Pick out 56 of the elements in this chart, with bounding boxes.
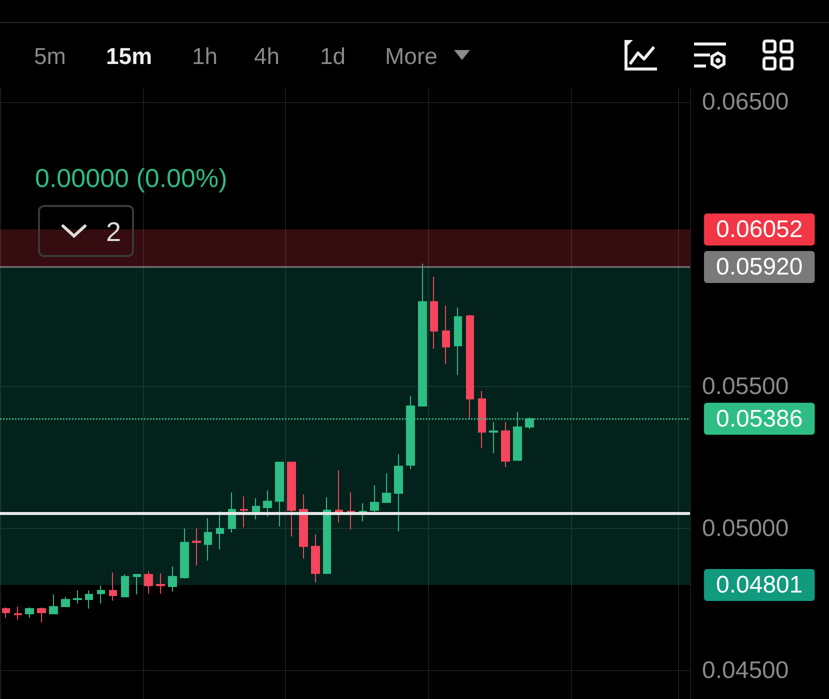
- y-tick-label: 0.04500: [702, 657, 789, 684]
- text: 1h: [192, 43, 218, 70]
- candlestick: [263, 490, 272, 517]
- annotation: 2: [106, 217, 122, 248]
- candlestick: [382, 472, 391, 503]
- candlestick: [501, 422, 510, 468]
- candlestick: [156, 572, 165, 594]
- candlestick: [61, 596, 70, 608]
- candlestick: [168, 566, 177, 592]
- candlestick: [370, 484, 379, 513]
- candlestick: [49, 594, 58, 614]
- candlestick: [347, 492, 355, 530]
- text: 0.00000 (0.00%): [35, 163, 228, 193]
- text: More: [385, 43, 438, 70]
- candlestick: [466, 314, 474, 420]
- ref-line-label: 0.05386: [716, 405, 803, 432]
- text: 5m: [34, 43, 66, 70]
- candlestick: [204, 518, 212, 562]
- candlestick: [25, 606, 34, 618]
- candlestick: [144, 570, 153, 594]
- candlestick: [180, 528, 189, 580]
- candlestick: [133, 574, 141, 595]
- candlestick: [394, 454, 403, 532]
- candlestick: [323, 496, 331, 574]
- band-label: 0.06052: [716, 216, 803, 244]
- y-tick-label: 0.05500: [702, 372, 789, 400]
- candlestick: [14, 606, 22, 620]
- candlestick: [240, 496, 248, 528]
- candlestick: [418, 263, 427, 407]
- y-tick-label: 0.06500: [702, 88, 789, 116]
- text: 15m: [106, 43, 152, 70]
- candlestick: [454, 307, 462, 376]
- candlestick: [430, 276, 438, 350]
- candlestick: [97, 585, 105, 604]
- candlestick: [216, 510, 224, 550]
- band-label: 0.04801: [716, 572, 803, 599]
- candlestick: [73, 590, 82, 604]
- candlestick: [109, 572, 117, 602]
- y-tick-label: 0.05000: [702, 514, 789, 542]
- candlestick: [121, 574, 129, 598]
- candlestick: [85, 590, 93, 610]
- candlestick: [2, 606, 10, 618]
- candlestick: [192, 528, 201, 566]
- candlestick: [252, 498, 260, 520]
- candlestick: [311, 534, 320, 583]
- text: 1d: [320, 43, 346, 70]
- candlestick: [299, 494, 308, 560]
- candlestick: [442, 305, 450, 364]
- text: 4h: [254, 43, 280, 70]
- candlestick: [335, 470, 343, 523]
- ref-line-label: 0.05920: [716, 254, 803, 281]
- candlestick: [489, 422, 498, 454]
- candlestick: [478, 390, 486, 449]
- candlestick: [287, 462, 296, 537]
- candlestick: [37, 606, 46, 624]
- candlestick: [275, 462, 284, 527]
